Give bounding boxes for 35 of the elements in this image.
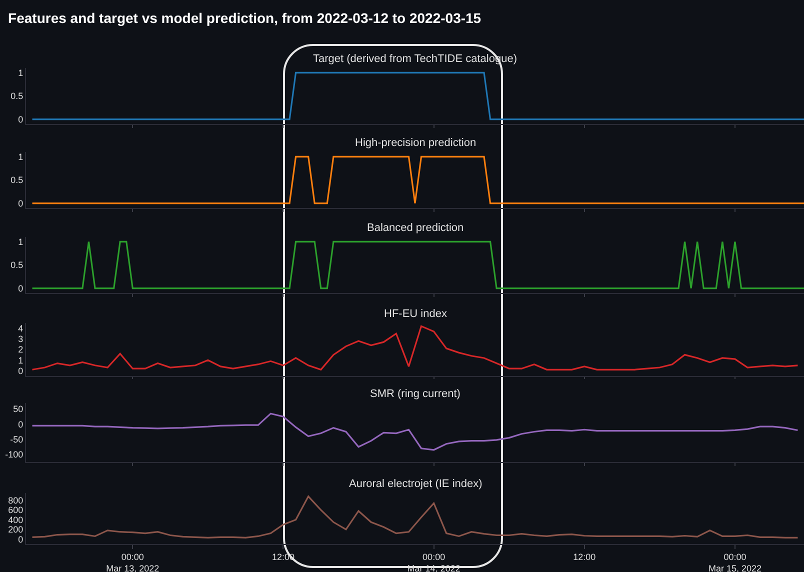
x-tick-label: 00:00 Mar 15, 2022 [708, 551, 762, 572]
y-tick-label: 400 [8, 514, 24, 525]
y-tick-label: 3 [18, 334, 24, 344]
y-tick-label: 0 [18, 284, 24, 294]
y-tick-label: 0 [18, 366, 24, 376]
y-tick-label: 0.5 [10, 260, 24, 271]
x-tick-label: 00:00 Mar 13, 2022 [106, 551, 160, 572]
y-tick-label: 200 [8, 524, 24, 534]
y-tick-label: 1 [18, 355, 24, 365]
y-tick-label: 0 [18, 114, 24, 124]
chart-subtitle: Balanced prediction [367, 222, 464, 234]
line-series [31, 412, 799, 451]
y-tick-label: 0.5 [10, 91, 24, 102]
y-tick-label: 1 [18, 68, 24, 78]
y-tick-label: 1 [18, 237, 24, 248]
y-tick-label: 0.5 [10, 176, 24, 186]
x-tick-label: 12:00 [573, 551, 596, 562]
chart-subtitle: High-precision prediction [355, 137, 476, 150]
y-tick-label: 0 [18, 419, 24, 430]
chart-subtitle: HF-EU index [384, 308, 448, 320]
y-tick-label: 0 [18, 198, 24, 209]
line-series [31, 495, 799, 538]
y-tick-label: 600 [8, 504, 24, 515]
line-series [31, 325, 799, 370]
y-tick-label: -100 [5, 450, 24, 460]
y-tick-label: -50 [10, 434, 24, 444]
y-tick-label: 1 [18, 152, 24, 162]
chart-subtitle: Auroral electrojet (IE index) [349, 478, 482, 490]
chart-subtitle: SMR (ring current) [370, 388, 460, 400]
chart-title: Features and target vs model prediction, from 2022-03-12 to 2022-03-15 [8, 10, 482, 26]
y-tick-label: 800 [8, 495, 24, 506]
y-tick-label: 2 [18, 344, 24, 354]
y-tick-label: 0 [18, 534, 24, 544]
y-tick-label: 50 [13, 404, 24, 414]
y-tick-label: 4 [18, 323, 24, 334]
